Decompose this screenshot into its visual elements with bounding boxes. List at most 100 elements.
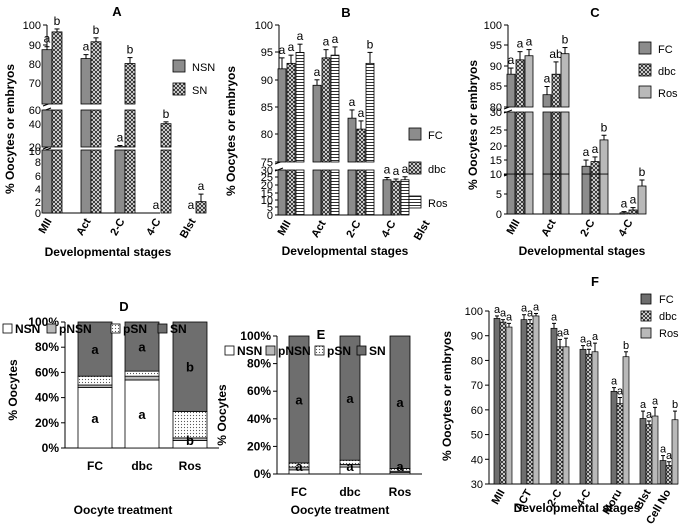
significance-letter: b <box>562 33 569 47</box>
y-tick-label: 8 <box>35 157 41 169</box>
segment-letter: a <box>346 459 354 474</box>
legend-swatch-fc <box>638 41 652 55</box>
bar-dbc <box>645 424 653 485</box>
legend-swatch-nsn <box>2 323 13 334</box>
bar-ros <box>591 351 599 485</box>
significance-letter: a <box>393 164 400 178</box>
y-tick-label: 90 <box>29 40 41 52</box>
significance-letter: b <box>601 120 608 134</box>
bar-dbc <box>590 173 600 215</box>
bar-nsn <box>80 109 92 148</box>
significance-letter: a <box>506 311 513 323</box>
significance-letter: a <box>314 65 321 79</box>
y-tick-label: 6 <box>35 171 41 183</box>
y-tick-label: 10 <box>261 195 273 207</box>
significance-letter: a <box>640 399 647 411</box>
bar-dbc <box>499 321 507 485</box>
significance-letter: a <box>526 35 533 49</box>
legend-swatch-nsn <box>172 59 186 73</box>
significance-letter: a <box>402 162 409 176</box>
stack-segment-nsn <box>124 379 160 449</box>
legend-swatch-dbc <box>408 161 422 175</box>
bar-nsn <box>41 109 53 148</box>
significance-letter: a <box>652 395 659 407</box>
x-tick-label: 2-C <box>578 217 597 238</box>
bar-fc <box>610 390 618 485</box>
x-tick-label: Act <box>309 218 328 240</box>
bar-ros <box>365 62 375 163</box>
y-tick-label: 0 <box>35 208 41 220</box>
legend-label: pSN <box>327 344 351 358</box>
panel-title: D <box>119 299 128 314</box>
bar-fc <box>382 179 392 216</box>
bar-dbc <box>665 465 673 485</box>
bar-sn <box>51 31 63 105</box>
significance-letter: a <box>660 444 667 456</box>
significance-letter: a <box>630 193 637 207</box>
x-tick-label: 2-C <box>108 216 127 237</box>
legend-swatch-psn <box>314 345 325 356</box>
bar-dbc <box>286 169 296 216</box>
segment-letter: b <box>186 433 194 448</box>
bar-ros <box>365 169 375 216</box>
legend-label: FC <box>659 294 674 306</box>
x-tick-label: 4-C <box>379 218 398 239</box>
bar-fc <box>542 111 552 175</box>
y-tick-label: 80 <box>490 102 502 114</box>
significance-letter: a <box>533 301 540 313</box>
legend-label: dbc <box>658 66 676 78</box>
legend-label: FC <box>658 44 673 56</box>
significance-letter: b <box>93 23 100 37</box>
legend-swatch-ros <box>638 85 652 99</box>
bar-dbc <box>321 169 331 216</box>
bar-sn <box>90 41 102 105</box>
bar-ros <box>599 173 609 215</box>
panel-F: F % Oocytes or embryos Developmental stage… <box>440 274 679 525</box>
significance-letter: a <box>521 303 528 315</box>
segment-letter: a <box>138 407 146 422</box>
stack-segment-nsn <box>77 387 113 449</box>
segment-letter: a <box>91 342 99 357</box>
y-axis-label: % Oocytes <box>6 359 20 421</box>
legend-swatch-dbc <box>638 63 652 77</box>
bar-dbc <box>356 169 366 216</box>
bar-dbc <box>590 161 600 175</box>
y-tick-label: 40% <box>35 391 59 405</box>
bar-ros <box>505 326 513 485</box>
significance-letter: a <box>323 35 330 49</box>
y-tick-label: 40 <box>29 119 41 131</box>
significance-letter: a <box>384 163 391 177</box>
bar-dbc <box>321 57 331 163</box>
significance-letter: a <box>621 197 628 211</box>
legend-label: SN <box>192 85 207 97</box>
significance-letter: a <box>583 145 590 159</box>
bar-sn <box>195 201 207 214</box>
bar-sn <box>124 149 136 214</box>
legend-label: FC <box>428 130 443 142</box>
y-tick-label: 40 <box>471 454 483 466</box>
bar-ros <box>524 173 534 215</box>
y-tick-label: 20 <box>261 180 273 192</box>
significance-letter: a <box>153 198 160 212</box>
x-tick-label: dbc <box>339 485 361 499</box>
panel-title: E <box>317 327 326 342</box>
bar-fc <box>550 327 558 485</box>
significance-letter: a <box>666 450 673 462</box>
legend-label: NSN <box>15 322 40 336</box>
y-tick-label: 30 <box>261 165 273 177</box>
x-tick-label: 4-C <box>616 217 635 238</box>
y-tick-label: 95 <box>261 47 273 59</box>
legend-label: NSN <box>192 62 215 74</box>
significance-letter: b <box>672 399 678 411</box>
bar-ros <box>400 179 410 216</box>
significance-letter: a <box>646 409 653 421</box>
bar-sn <box>124 63 136 105</box>
bar-dbc <box>391 180 401 216</box>
x-axis-label: Developmental stages <box>45 245 172 259</box>
y-tick-label: 0 <box>267 210 273 222</box>
significance-letter: a <box>592 142 599 156</box>
stack-segment-psn <box>172 411 208 439</box>
bar-ros <box>295 169 305 216</box>
bar-ros <box>330 54 340 163</box>
panel-A: A % Oocytes or embryos Developmental stage… <box>3 4 215 259</box>
